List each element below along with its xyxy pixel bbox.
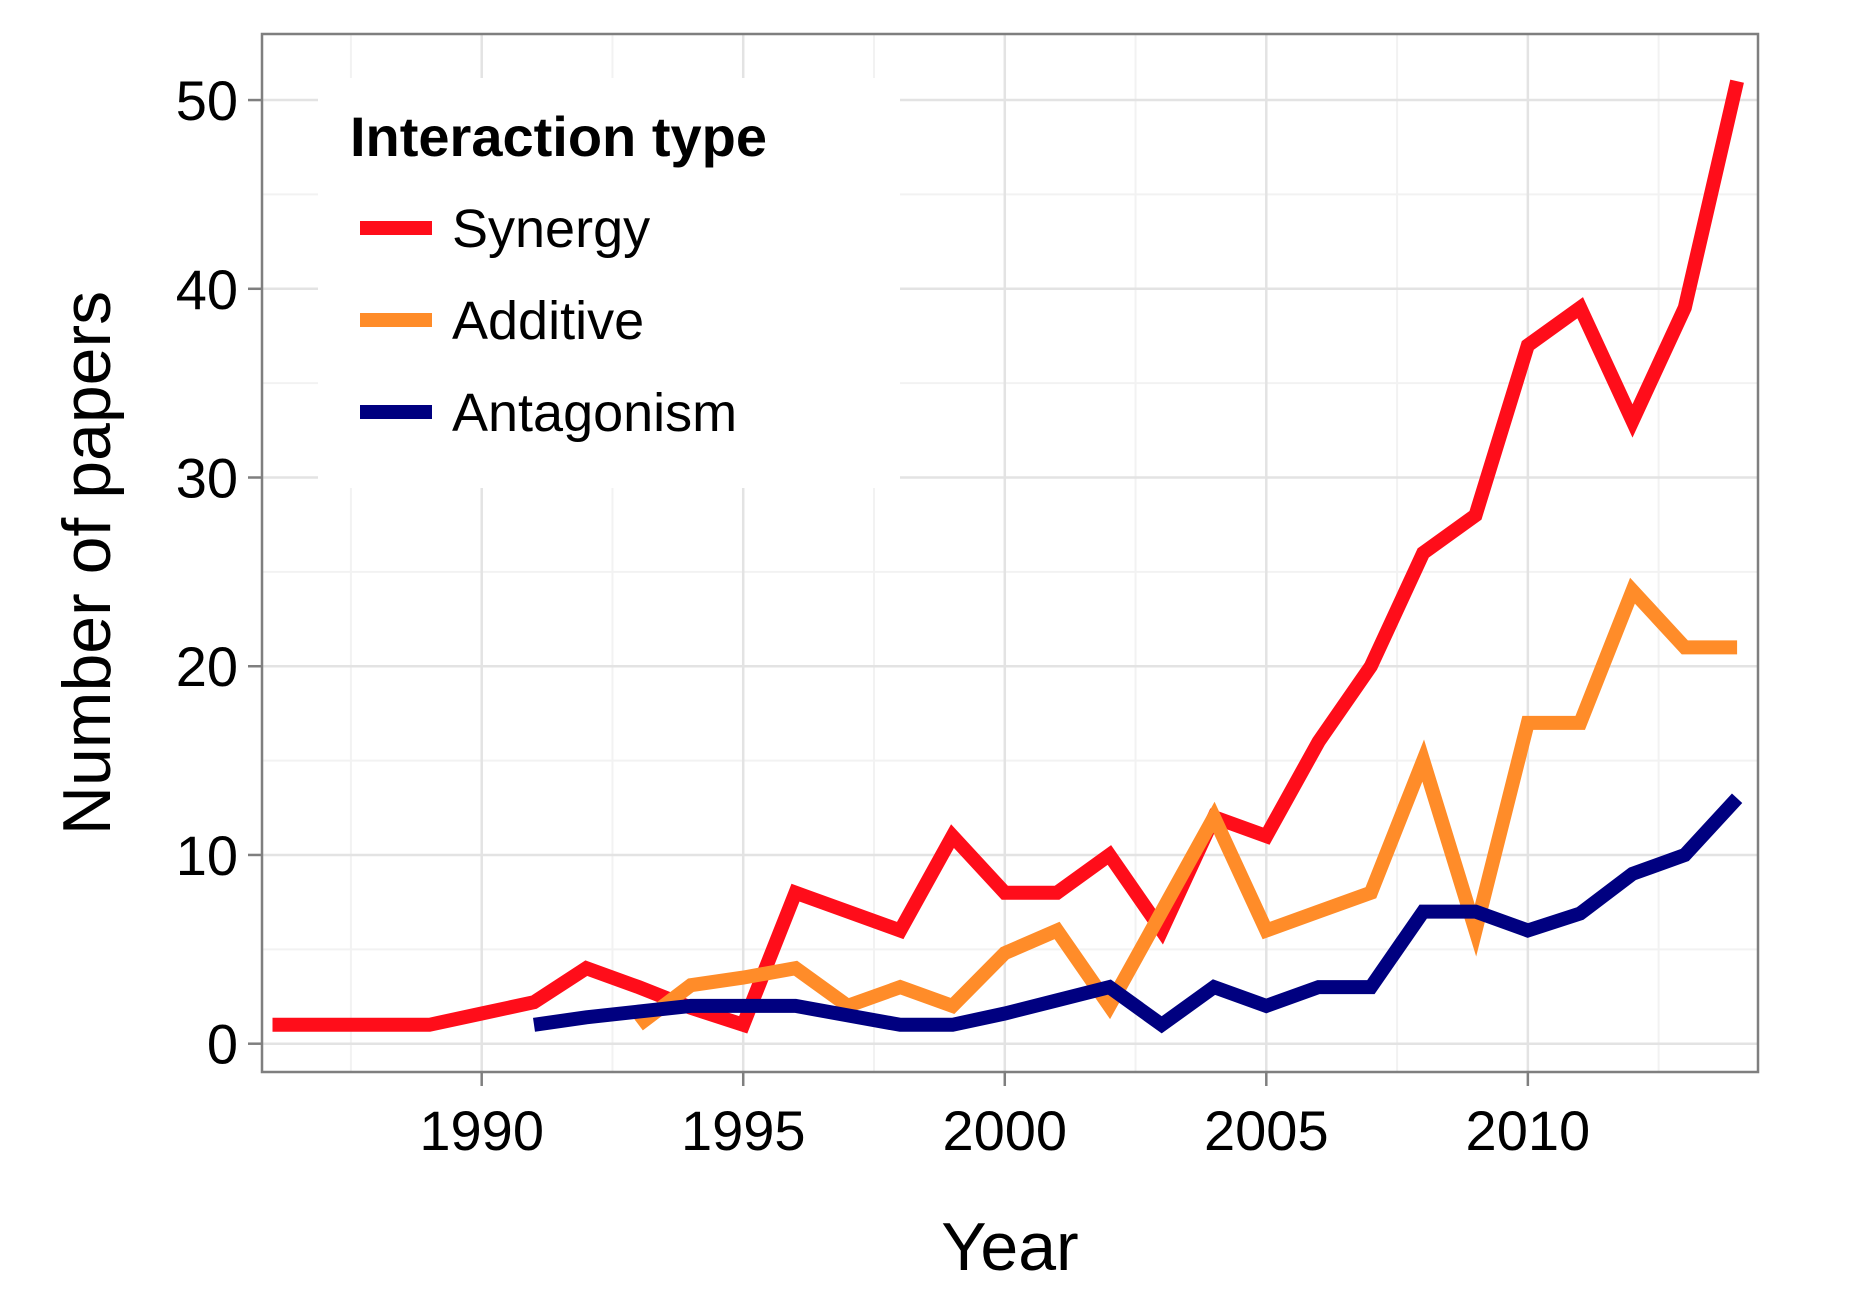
legend-label-additive: Additive [452, 291, 644, 351]
y-tick-label: 10 [176, 824, 238, 887]
legend-items: Synergy Additive Antagonism [360, 199, 737, 443]
plot-frame [260, 32, 1760, 1074]
series-lines [272, 79, 1744, 1034]
legend-title: Interaction type [350, 105, 767, 168]
x-axis-title: Year [941, 1209, 1078, 1285]
legend-background [318, 78, 900, 488]
y-tick-label: 0 [207, 1013, 238, 1076]
x-tick-label: 1990 [419, 1099, 544, 1162]
x-tick-label: 1995 [681, 1099, 806, 1162]
y-tick-label: 20 [176, 635, 238, 698]
legend-label-antagonism: Antagonism [452, 383, 737, 443]
x-tick-label: 2000 [942, 1099, 1067, 1162]
x-tick-label: 2005 [1204, 1099, 1329, 1162]
y-tick-label: 40 [176, 258, 238, 321]
series-line-additive [634, 577, 1738, 1031]
x-tick-label: 2010 [1466, 1099, 1591, 1162]
y-tick-label: 50 [176, 69, 238, 132]
series-line-antagonism [533, 793, 1743, 1034]
legend: Interaction type Synergy Additive Antagoni… [318, 78, 900, 488]
axes: 0 10 20 30 40 50 1990 1995 2000 2005 2010 [176, 69, 1590, 1162]
y-tick-label: 30 [176, 447, 238, 510]
legend-label-synergy: Synergy [452, 199, 650, 259]
y-axis-title: Number of papers [49, 291, 125, 835]
series-line-synergy [272, 79, 1744, 1034]
